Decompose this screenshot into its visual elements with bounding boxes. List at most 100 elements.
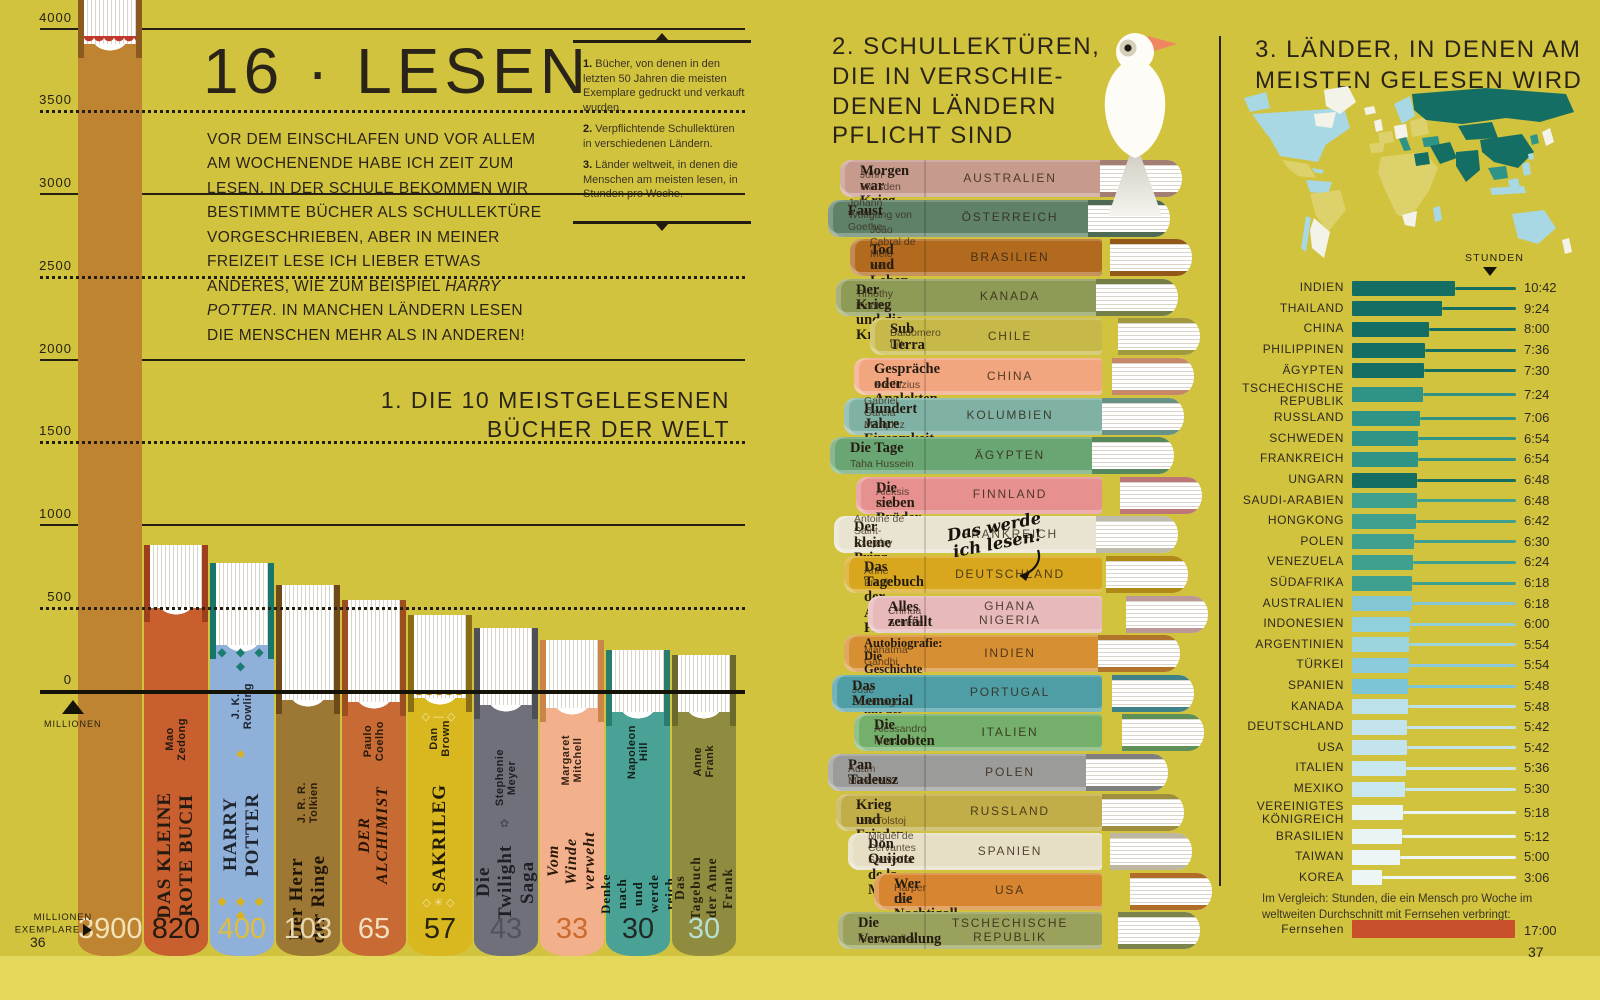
country-bar-line: [1455, 286, 1516, 290]
stack-row-8: Die Tage Taha Hussein ÄGYPTEN: [0, 437, 1600, 477]
country-bar-line: [1418, 437, 1516, 441]
country-value: 5:12: [1524, 828, 1550, 844]
book-board-edge: [334, 585, 340, 714]
book-column-3: ◆ ◆ ◆ ◆ ◆ ◆ ◆ ◆ ◆ J. K. Rowling HARRY POTTER…: [210, 563, 274, 956]
country-bar-line: [1408, 705, 1516, 709]
country-label: TSCHECHISCHE REPUBLIK: [1242, 380, 1344, 408]
country-bar-line: [1407, 725, 1516, 729]
country-value: 7:06: [1524, 410, 1550, 426]
stack-page-board-top: [1122, 714, 1200, 720]
gridline-1500: [40, 441, 745, 444]
country-row-schweden: SCHWEDEN 6:54: [1238, 429, 1588, 450]
country-bar-line: [1420, 416, 1516, 420]
country-bar: [1352, 280, 1455, 296]
stack-book-country: CHILE: [924, 318, 1094, 356]
country-row-indonesien: INDONESIEN 6:00: [1238, 614, 1588, 635]
stack-page-board-bottom: [1086, 786, 1164, 791]
country-bar-line: [1412, 602, 1516, 606]
axis-label-1000: 1000: [39, 506, 72, 521]
stack-book-pages: [1112, 674, 1194, 712]
stack-book-country: CHINA: [924, 358, 1094, 395]
country-label: TÜRKEI: [1296, 657, 1344, 672]
country-label: VEREINIGTES KÖNIGREICH: [1256, 798, 1344, 827]
intro-text-1: VOR DEM EINSCHLAFEN UND VOR ALLEM AM WOC…: [207, 131, 542, 295]
country-label: USA: [1317, 739, 1344, 754]
stack-book-country: AUSTRALIEN: [924, 160, 1094, 197]
book-board-edge: [474, 628, 480, 719]
stack-book-spine: Pan Tadeusz Adam Mickiewicz POLEN: [828, 754, 1102, 791]
country-row-mexiko: MEXIKO 5:30: [1238, 779, 1588, 800]
stack-book-author: Adam Mickiewicz: [848, 763, 899, 787]
country-bar-line: [1400, 855, 1516, 859]
country-value: 8:00: [1524, 321, 1550, 337]
country-bar: [1352, 678, 1408, 694]
stack-book-title: Die Tage: [850, 440, 904, 457]
stack-page-board-top: [1106, 556, 1184, 561]
stack-book-pages: [1112, 358, 1194, 395]
stack-book-pages: [1120, 476, 1202, 514]
country-row-saudi-arabien: SAUDI-ARABIEN 6:48: [1238, 490, 1588, 511]
country-bar-line: [1416, 519, 1516, 523]
book-title-inner: SAKRILEG: [429, 783, 450, 893]
section1-title: 1. DIE 10 MEISTGELESENEN BÜCHER DER WELT: [330, 386, 730, 444]
country-label: CHINA: [1303, 321, 1344, 336]
stack-book-author: Leo Tolstoj: [856, 814, 907, 827]
country-bar-line: [1417, 499, 1516, 503]
country-value: 9:24: [1524, 300, 1550, 316]
stack-book-country: FRANKREICH: [924, 516, 1094, 554]
book-page-arc: [216, 645, 268, 658]
legend-item-1: 1. Bücher, von denen in den letzten 50 J…: [583, 57, 745, 115]
stack-book-title: Morgen war Krieg: [860, 163, 910, 209]
book-column-2: Mao Zedong DAS KLEINE ROTE BUCH 820: [144, 545, 208, 956]
book-spine: [276, 700, 340, 956]
stack-page-board-top: [1096, 278, 1174, 284]
country-bar-line: [1403, 811, 1516, 815]
stack-book-pages: [1106, 556, 1188, 593]
country-row-brasilien: BRASILIEN 5:12: [1238, 826, 1588, 847]
stack-row-7: Hundert Jahre EinsamkeitGabriel García M…: [0, 394, 1600, 447]
stack-page-board-top: [1096, 516, 1174, 522]
country-row-thailand: THAILAND 9:24: [1238, 299, 1588, 320]
country-label: PHILIPPINEN: [1262, 342, 1344, 357]
country-label: AUSTRALIEN: [1262, 595, 1344, 610]
book-spine: [474, 705, 538, 956]
country-bar: [1352, 781, 1405, 797]
country-bar: [1352, 472, 1417, 488]
stack-book-spine: Morgen war KriegJohn Marsden AUSTRALIEN: [840, 160, 1102, 209]
book-board-edge: [598, 640, 604, 722]
stack-book-author: Mahatma Gandhi: [864, 644, 908, 669]
country-value: 6:54: [1524, 451, 1550, 467]
country-bar: [1352, 596, 1412, 612]
country-label: SAUDI-ARABIEN: [1242, 492, 1344, 507]
country-row-venezuela: VENEZUELA 6:24: [1238, 552, 1588, 573]
country-row-vereinigtes-k-nigreich: VEREINIGTES KÖNIGREICH 5:18: [1238, 799, 1588, 826]
stack-book-author: Anne Frank: [864, 565, 891, 589]
country-bar: [1352, 342, 1425, 358]
gridline-0: [40, 690, 745, 694]
stack-book-country: ÖSTERREICH: [924, 199, 1094, 237]
book-author: Napoleon Hill: [606, 718, 670, 786]
country-label: RUSSLAND: [1273, 410, 1344, 425]
stack-book-title: Die Verlobten: [874, 717, 935, 749]
gridline-2000: [40, 359, 745, 361]
book-value: 820: [151, 913, 201, 945]
country-row-philippinen: PHILIPPINEN 7:36: [1238, 340, 1588, 361]
stack-page-board-top: [1130, 872, 1208, 878]
country-row-hongkong: HONGKONG 6:42: [1238, 511, 1588, 532]
country-row-s-dafrika: SÜDAFRIKA 6:18: [1238, 573, 1588, 594]
book-column-9: Napoleon Hill Denke nach und werde reich 3…: [598, 650, 677, 956]
book-board-edge: [466, 615, 472, 712]
country-label: BRASILIEN: [1275, 828, 1344, 843]
book-author: Paulo Coelho: [342, 710, 406, 772]
book-pages: [678, 655, 730, 712]
stack-page-board-top: [1102, 793, 1180, 799]
country-bar: [1352, 740, 1407, 756]
stack-book-author: Gabriel García Márquez: [864, 394, 905, 431]
country-row-taiwan: TAIWAN 5:00: [1238, 847, 1588, 868]
book-value: 400: [217, 913, 267, 945]
book-page-arc: [612, 712, 664, 725]
stack-book-title: Das Memorial: [852, 677, 914, 710]
stack-book-spine: Das Tagebuch der Anne FrankAnne FrankDEU…: [844, 556, 1102, 635]
country-bar: [1352, 699, 1408, 715]
book-column-5: Paulo Coelho DER ALCHIMIST 65: [342, 600, 406, 956]
